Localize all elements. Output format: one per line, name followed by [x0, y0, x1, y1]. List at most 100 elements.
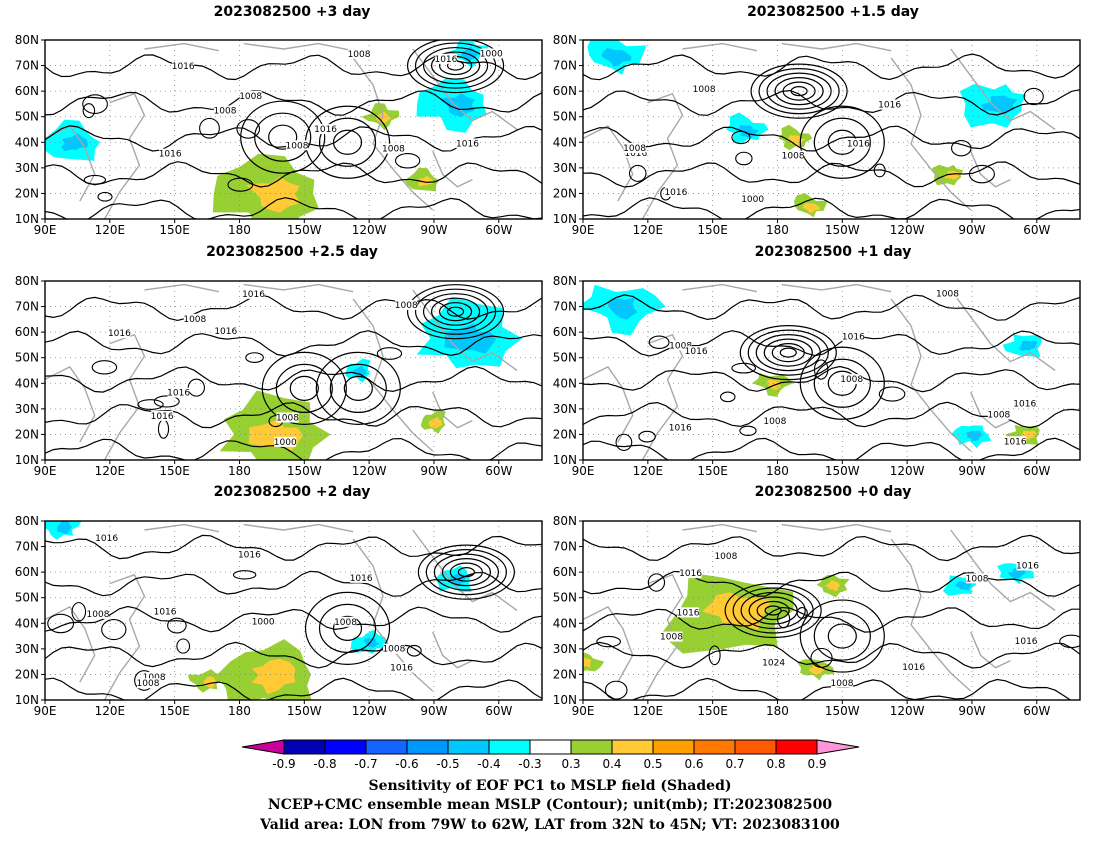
- lon-tick-label: 150W: [287, 464, 322, 478]
- isobar: [45, 437, 542, 460]
- lon-tick-label: 120W: [352, 464, 387, 478]
- lat-tick-label: 80N: [553, 33, 577, 47]
- isobar: [596, 635, 621, 648]
- lon-tick-label: 120W: [352, 223, 387, 237]
- isobar: [583, 89, 1080, 116]
- isobar: [91, 360, 118, 375]
- contour-label: 1016: [842, 333, 865, 343]
- colorbar-tick-label: -0.9: [272, 757, 295, 771]
- contour-label-bg: [669, 422, 692, 433]
- low-pressure-contour: [790, 86, 808, 97]
- coastline: [103, 573, 146, 700]
- panel-title: 2023082500 +2.5 day: [206, 244, 378, 260]
- contour-label: 1008: [660, 633, 683, 643]
- contour-label: 1008: [966, 574, 989, 584]
- contour-label: 1016: [669, 424, 692, 434]
- coastline: [682, 283, 758, 293]
- lat-tick-label: 20N: [15, 667, 39, 681]
- contour-label: 1016: [172, 62, 195, 72]
- lon-tick-label: 90W: [958, 464, 985, 478]
- negative-shade-core: [607, 297, 638, 320]
- contour-label-bg: [902, 661, 925, 672]
- isobar: [45, 90, 542, 116]
- isobar: [583, 161, 1080, 188]
- colorbar: -0.9 -0.8 -0.7 -0.6 -0.5 -0.4 -0.3 0.3 0.4 0.5 0.6…: [241, 739, 860, 771]
- colorbar-tick-label: -0.4: [477, 757, 500, 771]
- low-pressure-contour: [766, 72, 832, 110]
- lat-tick-label: 20N: [553, 427, 577, 441]
- lat-tick-label: 20N: [15, 186, 39, 200]
- colorbar-tick-label: -0.3: [518, 757, 541, 771]
- isobar: [82, 94, 108, 114]
- coastline: [781, 283, 892, 293]
- positive-shade-core: [583, 657, 592, 668]
- lon-tick-label: 120W: [890, 704, 925, 718]
- lon-tick-label: 120E: [633, 704, 664, 718]
- coastline: [583, 125, 634, 202]
- colorbar-swatch: [365, 739, 408, 755]
- positive-shade-core: [808, 663, 827, 675]
- lat-tick-label: 30N: [553, 161, 577, 175]
- high-pressure-contour: [261, 351, 347, 425]
- contour-label: 1008: [831, 679, 854, 689]
- isobar: [583, 570, 1080, 597]
- lon-tick-label: 60W: [485, 223, 512, 237]
- low-pressure-contour: [433, 553, 499, 591]
- contour-label-bg: [183, 313, 206, 324]
- contour-label-bg: [108, 328, 131, 339]
- lat-tick-label: 40N: [15, 376, 39, 390]
- contour-label-bg: [840, 374, 863, 385]
- positive-shade-core: [802, 202, 820, 214]
- high-pressure-contour: [304, 591, 391, 666]
- low-pressure-contour: [763, 338, 813, 367]
- low-pressure-contour: [446, 306, 465, 317]
- contour-label: 1000: [252, 618, 275, 628]
- high-pressure-contour: [799, 599, 885, 673]
- contour-label: 1016: [242, 290, 265, 300]
- colorbar-extension-left: [241, 739, 285, 755]
- low-pressure-contour: [430, 51, 481, 80]
- isobar: [45, 605, 542, 633]
- contour-label: 1008: [143, 673, 166, 683]
- low-pressure-contour: [457, 567, 475, 578]
- isobar: [71, 602, 87, 622]
- footer-line-3: Valid area: LON from 79W to 62W, LAT fro…: [259, 817, 840, 833]
- low-pressure-contour: [750, 63, 848, 119]
- lon-tick-label: 150E: [159, 704, 190, 718]
- panel-frame: [44, 520, 543, 701]
- lon-tick-label: 90W: [958, 223, 985, 237]
- panel-frame: [582, 280, 1081, 461]
- high-pressure-contour: [268, 124, 298, 150]
- high-pressure-contour: [315, 351, 401, 425]
- isobar: [615, 433, 633, 451]
- lon-tick-label: 120E: [95, 464, 126, 478]
- isobar: [1059, 634, 1080, 649]
- isobar: [82, 103, 96, 119]
- contour-label-bg: [434, 53, 457, 64]
- isobar: [236, 119, 261, 139]
- contour-label: 1008: [137, 679, 160, 689]
- coastline: [641, 573, 684, 700]
- coastline: [950, 289, 1056, 372]
- coastline: [682, 523, 758, 533]
- contour-label-bg: [86, 608, 109, 619]
- coastline: [103, 92, 146, 219]
- coastline: [432, 391, 473, 429]
- positive-shade-core: [702, 592, 771, 630]
- negative-shade-core: [601, 48, 632, 67]
- lon-tick-label: 150W: [825, 464, 860, 478]
- lon-tick-label: 90W: [420, 223, 447, 237]
- contour-label: 1016: [664, 188, 687, 198]
- coastline: [432, 631, 473, 669]
- contour-label: 1008: [348, 50, 371, 60]
- low-pressure-contour: [414, 42, 497, 89]
- lon-tick-label: 180: [228, 223, 251, 237]
- isobar: [583, 294, 1080, 321]
- lon-tick-label: 90E: [34, 223, 57, 237]
- contour-label: 1000: [741, 195, 764, 205]
- lon-tick-label: 90E: [572, 223, 595, 237]
- positive-shade-core: [246, 176, 301, 213]
- lat-tick-label: 60N: [553, 565, 577, 579]
- lat-tick-label: 50N: [553, 351, 577, 365]
- lon-tick-label: 150W: [825, 704, 860, 718]
